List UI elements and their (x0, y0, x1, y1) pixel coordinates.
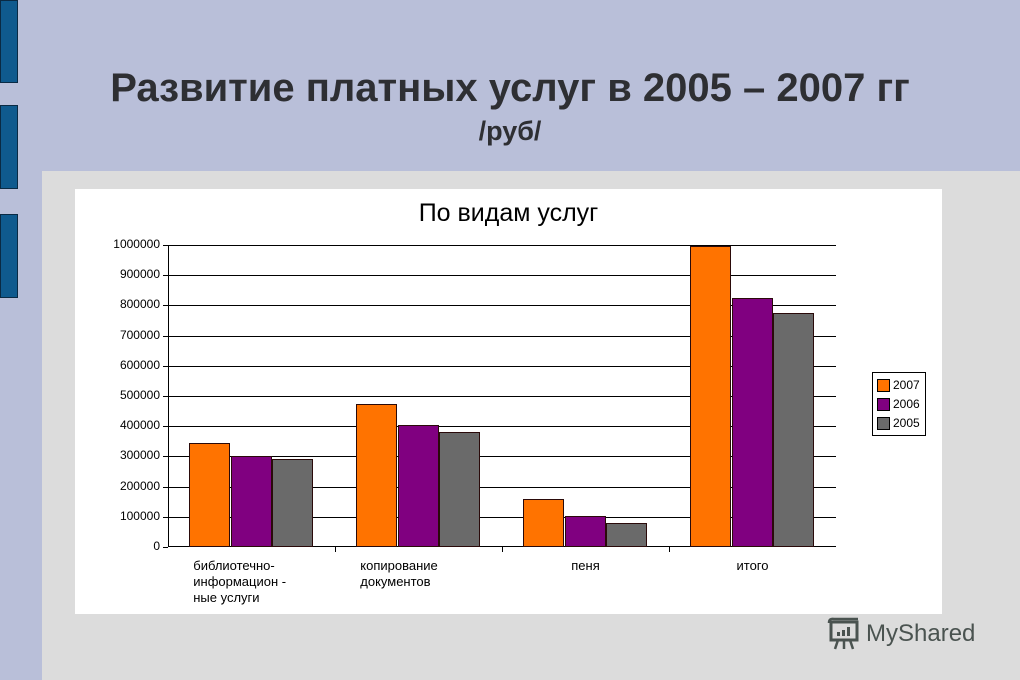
y-tick-mark (163, 365, 168, 367)
y-tick-mark (163, 305, 168, 307)
legend-label: 2005 (893, 416, 920, 430)
gridline (168, 365, 836, 367)
bar-2006 (230, 456, 272, 547)
y-tick-mark (163, 547, 168, 548)
slide-subtitle: /руб/ (478, 116, 542, 146)
x-category-label-line: пеня (571, 558, 600, 573)
gridline (168, 245, 836, 246)
bar-2005 (606, 522, 648, 547)
watermark: MyShared (826, 617, 975, 651)
side-decoration-bar-2 (0, 105, 18, 189)
legend-swatch (877, 378, 890, 392)
side-decoration-bar-1 (0, 0, 18, 83)
bar-2007 (523, 498, 565, 547)
y-tick-label: 700000 (119, 327, 160, 342)
y-tick-label: 900000 (119, 267, 160, 282)
bar-2007 (356, 404, 398, 547)
y-tick-label: 400000 (119, 418, 160, 433)
x-category-label-line: информацион - (193, 574, 287, 589)
x-category-label: пеня (502, 558, 669, 574)
y-tick-label: 200000 (119, 478, 160, 493)
x-category-label-line: ные услуги (193, 590, 260, 605)
chart-title: По видам услуг (418, 199, 599, 227)
x-axis (168, 546, 836, 547)
legend-item-2005: 2005 (877, 415, 920, 431)
x-category-label: библиотечно-информацион - ные услуги (193, 558, 286, 606)
bar-2005 (272, 459, 314, 547)
legend-swatch (877, 416, 890, 430)
y-tick-label: 800000 (119, 297, 160, 312)
legend-item-2007: 2007 (877, 377, 920, 393)
y-tick-label: 0 (153, 539, 160, 553)
y-tick-label: 1000000 (113, 237, 160, 251)
y-tick-mark (163, 335, 168, 337)
legend: 2007 2006 2005 (872, 372, 926, 436)
x-tick-mark (502, 547, 503, 552)
gridline (168, 275, 836, 277)
y-tick-label: 300000 (119, 448, 160, 463)
bar-2005 (439, 431, 481, 547)
x-tick-mark (669, 547, 670, 552)
gridline (168, 305, 836, 307)
presentation-board-icon (827, 617, 859, 650)
gridline (168, 486, 836, 488)
x-category-label: итого (669, 558, 836, 574)
gridline (168, 426, 836, 428)
bar-2006 (397, 425, 439, 547)
gridline (168, 516, 836, 518)
y-tick-mark (163, 245, 168, 246)
slide-title: Развитие платных услуг в 2005 – 2007 гг (110, 66, 910, 110)
y-tick-mark (163, 275, 168, 277)
gridline (168, 456, 836, 458)
y-tick-label: 100000 (119, 508, 160, 523)
bar-2005 (773, 312, 815, 547)
y-tick-mark (163, 516, 168, 518)
bar-2007 (690, 245, 732, 547)
y-tick-label: 500000 (119, 388, 160, 402)
y-tick-mark (163, 456, 168, 458)
y-tick-label: 600000 (119, 357, 160, 372)
watermark-text: MyShared (866, 620, 976, 647)
x-category-label-line: итого (736, 558, 769, 573)
bar-2006 (564, 515, 606, 547)
gridline (168, 335, 836, 337)
chart: По видам услуг 0 100000 200000 300000 400000… (75, 189, 942, 614)
legend-label: 2007 (893, 378, 920, 392)
legend-swatch (877, 397, 890, 411)
plot-area: 0 100000 200000 300000 400000 500000 600000 700… (113, 237, 836, 605)
legend-item-2006: 2006 (877, 396, 920, 412)
legend-label: 2006 (893, 397, 920, 411)
gridline (168, 396, 836, 397)
bar-2007 (189, 443, 231, 547)
x-category-label-line: копирование (360, 558, 438, 573)
x-category-label-line: документов (360, 574, 431, 589)
y-tick-mark (163, 396, 168, 397)
y-tick-mark (163, 426, 168, 428)
y-tick-mark (163, 486, 168, 488)
x-category-label-line: библиотечно- (193, 558, 275, 573)
bar-2006 (731, 298, 773, 547)
x-tick-mark (335, 547, 336, 552)
x-category-label: копирование документов (360, 558, 438, 590)
side-decoration-bar-3 (0, 214, 18, 298)
